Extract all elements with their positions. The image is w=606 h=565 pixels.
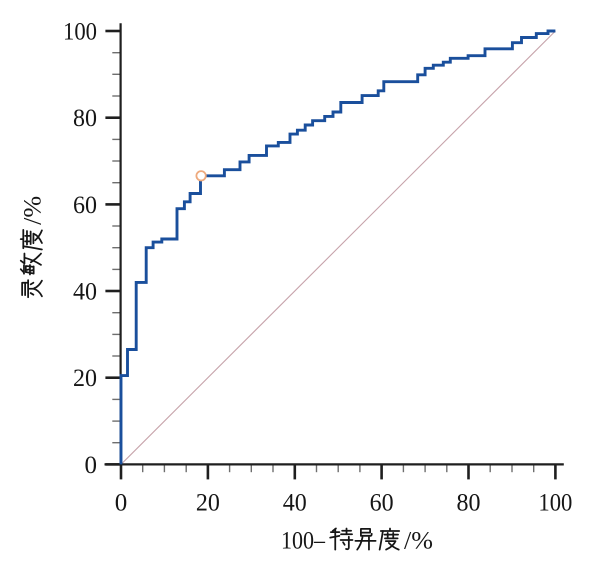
svg-text:100: 100	[538, 490, 572, 517]
svg-text:/%: /%	[19, 196, 46, 225]
svg-text:0: 0	[85, 452, 98, 479]
svg-text:100: 100	[63, 19, 97, 46]
svg-text:80: 80	[73, 105, 97, 132]
svg-text:80: 80	[457, 490, 481, 517]
svg-text:/%: /%	[404, 528, 433, 555]
svg-text:40: 40	[73, 279, 97, 306]
svg-text:100–: 100–	[281, 528, 325, 555]
svg-text:20: 20	[196, 490, 220, 517]
svg-text:0: 0	[115, 490, 128, 517]
svg-text:60: 60	[73, 192, 97, 219]
svg-text:60: 60	[370, 490, 394, 517]
svg-text:40: 40	[283, 490, 307, 517]
svg-text:20: 20	[73, 365, 97, 392]
